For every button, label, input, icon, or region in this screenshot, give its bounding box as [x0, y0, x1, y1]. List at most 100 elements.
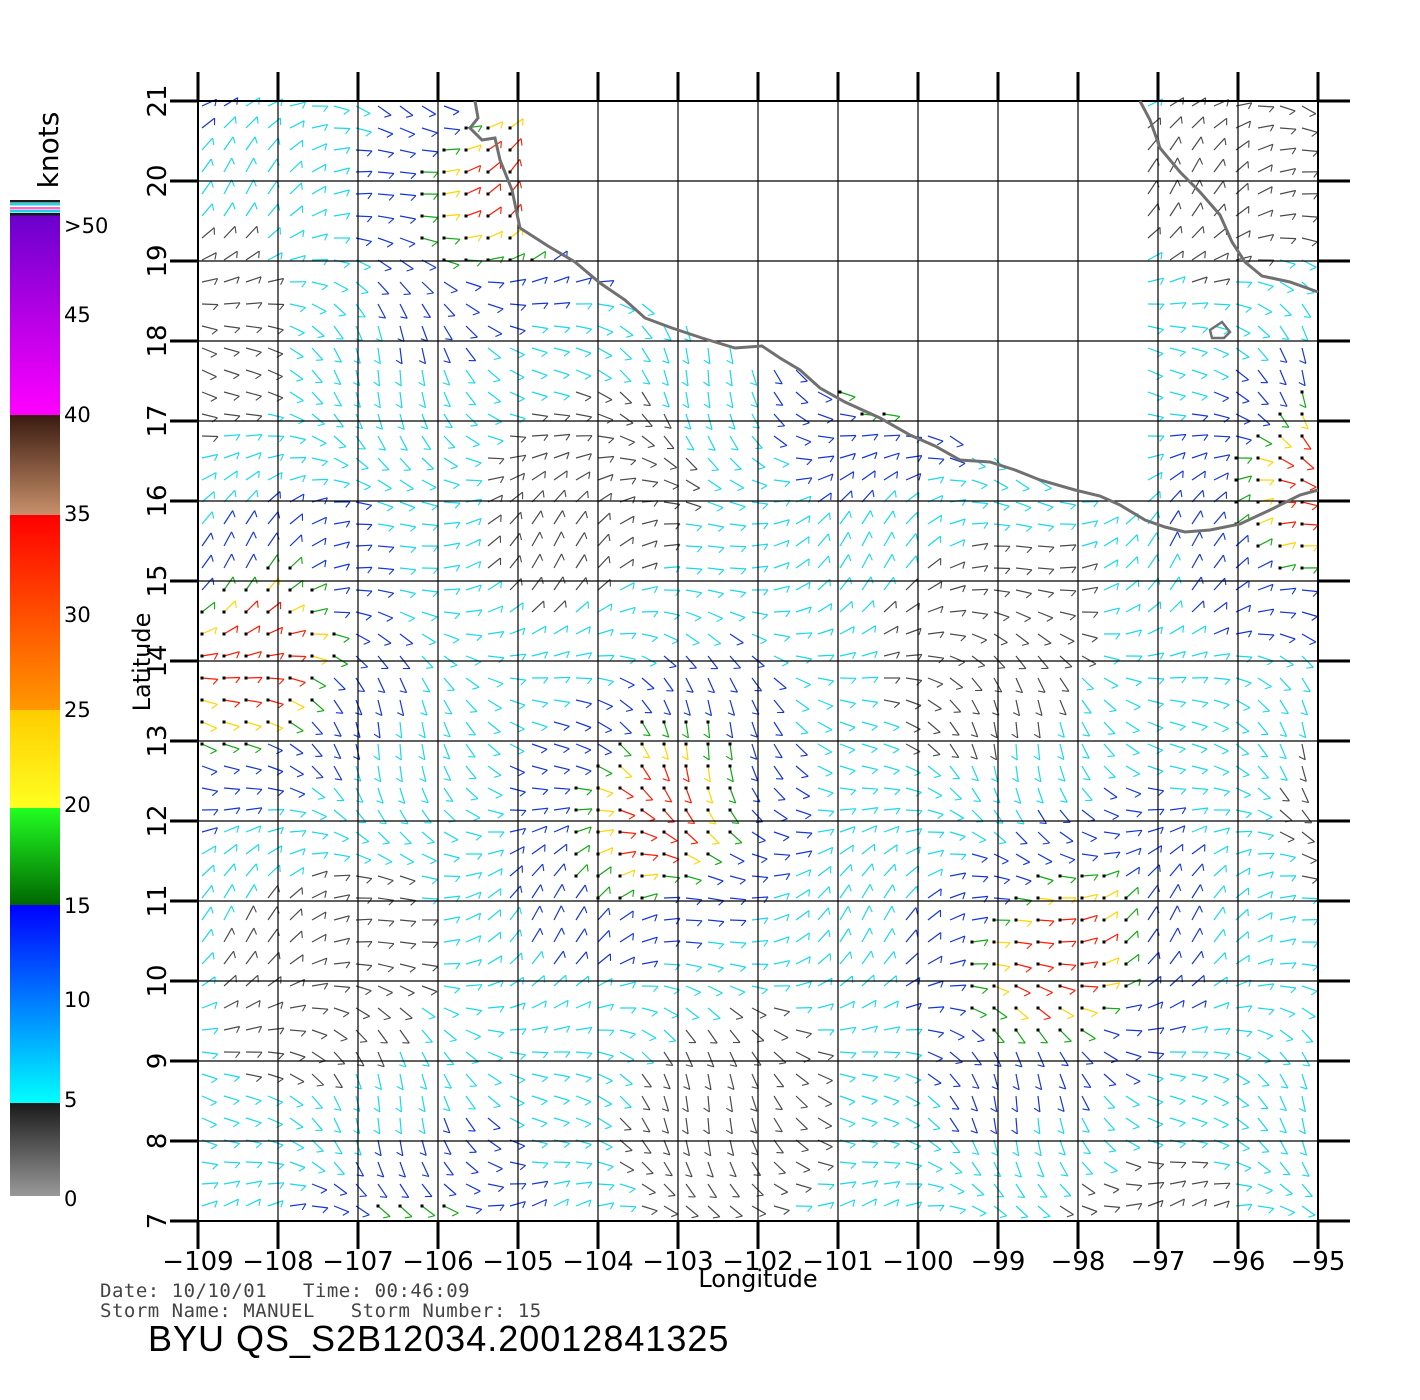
- wind-barb: [1059, 809, 1071, 824]
- wind-barb: [223, 413, 241, 422]
- wind-barb: [333, 1161, 345, 1175]
- wind-barb: [333, 127, 351, 135]
- wind-barb: [421, 1051, 430, 1067]
- wind-barb: [531, 905, 544, 921]
- wind-barb: [1036, 962, 1054, 973]
- wind-barb: [201, 885, 215, 899]
- wind-barb: [1299, 1139, 1308, 1156]
- wind-barb: [575, 1117, 592, 1128]
- wind-barb: [333, 677, 346, 691]
- wind-barb: [817, 907, 831, 921]
- wind-barb: [1081, 765, 1091, 781]
- wind-barb: [1147, 532, 1160, 547]
- wind-barb: [333, 961, 351, 969]
- wind-barb: [1124, 886, 1139, 900]
- wind-barb: [861, 927, 873, 943]
- wind-barb: [421, 1029, 433, 1043]
- wind-barb: [839, 928, 852, 943]
- wind-barb: [1301, 1029, 1314, 1043]
- wind-barb: [1257, 209, 1274, 217]
- wind-barb: [245, 553, 257, 569]
- wind-barb: [1191, 302, 1209, 310]
- wind-barb: [729, 523, 747, 532]
- wind-barb: [267, 1117, 283, 1129]
- wind-barb: [1147, 845, 1163, 855]
- wind-barb: [839, 699, 856, 709]
- wind-barb: [861, 825, 878, 833]
- wind-barb: [750, 721, 758, 738]
- wind-barb: [619, 699, 634, 712]
- latitude-tick: 11: [143, 884, 173, 917]
- wind-barb: [641, 699, 653, 714]
- wind-barb: [442, 258, 460, 270]
- wind-barb: [200, 742, 217, 755]
- wind-barb: [661, 1095, 670, 1112]
- wind-barb: [333, 587, 351, 595]
- wind-barb: [553, 625, 569, 635]
- wind-barb: [223, 1051, 241, 1059]
- wind-barb: [575, 884, 588, 899]
- wind-barb: [993, 479, 1009, 491]
- wind-barb: [773, 985, 791, 992]
- wind-barb: [333, 457, 349, 469]
- wind-barb: [311, 852, 329, 859]
- wind-barb: [1015, 545, 1033, 554]
- wind-barb: [509, 1095, 525, 1107]
- wind-barb: [267, 347, 284, 358]
- wind-barb: [553, 1095, 570, 1105]
- wind-barb: [993, 633, 1008, 646]
- wind-barb: [773, 585, 791, 593]
- wind-barb: [421, 985, 438, 996]
- wind-barb: [1191, 225, 1205, 239]
- wind-barb: [1169, 369, 1186, 380]
- wind-barb: [1033, 743, 1041, 761]
- wind-barb: [1081, 809, 1096, 823]
- wind-barb: [1301, 677, 1311, 693]
- wind-barb: [1034, 1073, 1043, 1091]
- wind-barb: [1169, 1051, 1187, 1058]
- wind-barb: [927, 932, 942, 943]
- wind-barb: [1102, 870, 1120, 878]
- wind-barb: [1059, 566, 1077, 574]
- wind-barb: [333, 105, 350, 115]
- wind-barb: [817, 787, 834, 798]
- wind-barb: [509, 347, 525, 359]
- wind-barb: [619, 582, 635, 591]
- wind-barb: [927, 655, 945, 664]
- wind-barb: [289, 391, 304, 404]
- wind-barb: [1058, 896, 1077, 904]
- wind-barb: [1301, 149, 1319, 157]
- wind-barb: [443, 391, 451, 408]
- wind-barb: [927, 435, 944, 446]
- wind-barb: [421, 853, 437, 865]
- wind-barb: [1057, 1117, 1065, 1135]
- wind-barb: [373, 743, 381, 761]
- wind-barb: [1300, 522, 1319, 531]
- wind-barb: [663, 655, 677, 669]
- wind-barb: [729, 479, 745, 492]
- wind-barb: [993, 787, 1001, 804]
- wind-barb: [773, 562, 790, 570]
- wind-barb: [1081, 787, 1093, 802]
- wind-barb: [267, 1073, 284, 1084]
- wind-barb: [685, 1161, 693, 1178]
- wind-barb: [1103, 655, 1120, 665]
- wind-barb: [310, 583, 328, 592]
- latitude-tick: 16: [143, 484, 173, 517]
- wind-barb: [682, 347, 690, 365]
- wind-barb: [1257, 1007, 1275, 1016]
- wind-barb: [377, 193, 395, 201]
- wind-barb: [1081, 1161, 1094, 1175]
- wind-barb: [353, 369, 361, 387]
- wind-barb: [267, 1051, 285, 1060]
- wind-barb: [661, 742, 669, 760]
- wind-barb: [289, 281, 307, 288]
- wind-barb: [267, 137, 281, 151]
- wind-barb: [509, 743, 525, 755]
- wind-barb: [993, 567, 1011, 575]
- wind-barb: [396, 1073, 404, 1091]
- wind-barb: [531, 625, 547, 635]
- longitude-tick-labels: −109 −108 −107 −106 −105 −104 −103 −102 −101 −100…: [162, 1247, 1345, 1277]
- wind-barb: [861, 807, 879, 814]
- wind-barb: [486, 256, 505, 264]
